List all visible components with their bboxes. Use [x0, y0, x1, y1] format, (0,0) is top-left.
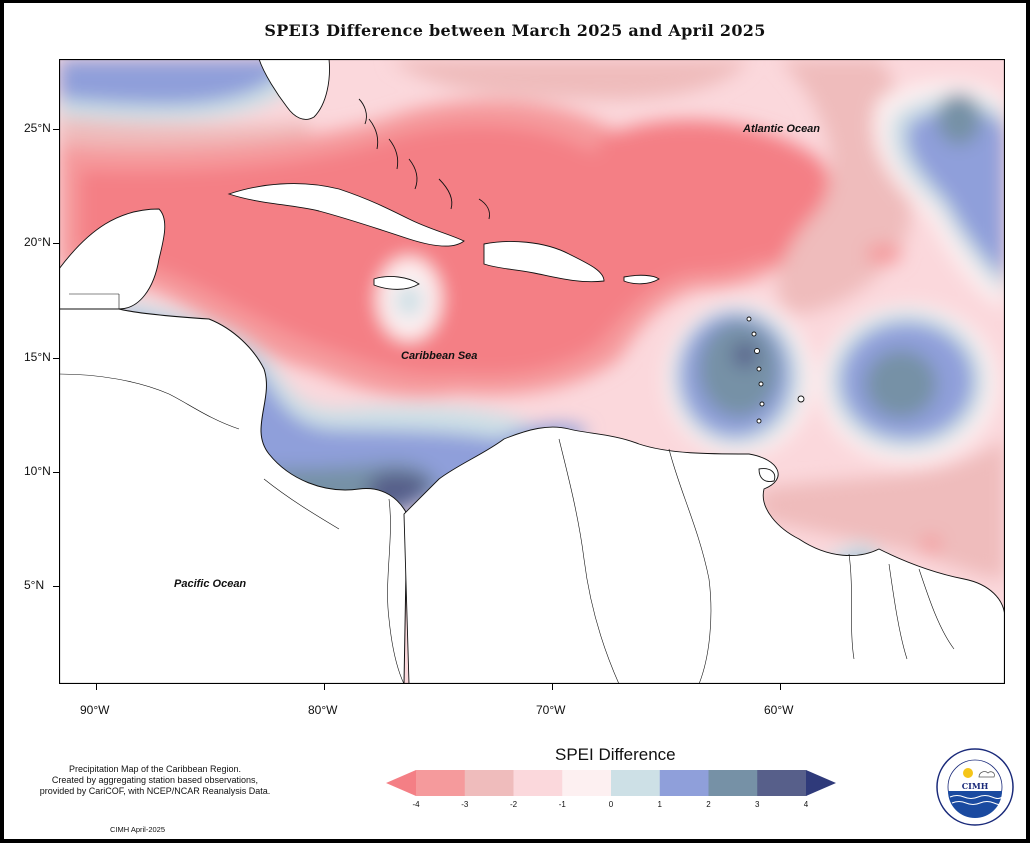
- legend-swatch: [513, 770, 563, 796]
- notes-line-2: Created by aggregating station based obs…: [51, 775, 259, 785]
- legend-swatch: [562, 770, 612, 796]
- map-notes: Precipitation Map of the Caribbean Regio…: [20, 764, 290, 797]
- notes-line-3: provided by CariCOF, with NCEP/NCAR Rean…: [39, 786, 271, 796]
- legend-arrow-high: [806, 770, 836, 796]
- legend-tick-label: -1: [558, 800, 566, 809]
- lat-tick-label: 10°N: [24, 463, 51, 478]
- caribbean-sea-label: Caribbean Sea: [401, 350, 478, 362]
- lon-tick-label: 60°W: [764, 703, 794, 717]
- legend-swatch: [611, 770, 661, 796]
- sun-icon: [963, 768, 973, 778]
- lon-tick-mark: [780, 684, 781, 690]
- legend-swatch: [416, 770, 466, 796]
- lat-tick-mark: [53, 586, 59, 587]
- lat-tick-mark: [53, 357, 59, 359]
- land-masses: [59, 59, 1005, 684]
- legend-swatch: [464, 770, 514, 796]
- legend-title: SPEI Difference: [555, 745, 676, 764]
- legend-tick-label: 1: [657, 800, 662, 809]
- credit-text: CIMH April-2025: [110, 825, 166, 834]
- legend-tick-label: 2: [706, 800, 711, 809]
- legend-tick-label: 0: [608, 800, 614, 809]
- legend-tick-label: -4: [412, 800, 420, 809]
- lon-tick-mark: [96, 684, 97, 690]
- legend-tick-label: 4: [803, 800, 809, 809]
- lon-tick-mark: [324, 684, 325, 690]
- spei-difference-map: [59, 59, 1005, 684]
- atlantic-ocean-label: Atlantic Ocean: [743, 123, 821, 135]
- legend-tick-label: -3: [461, 800, 469, 809]
- lon-tick-mark: [552, 684, 553, 690]
- lat-tick-label: 15°N: [24, 349, 51, 364]
- lat-tick-mark: [53, 243, 59, 245]
- legend-tick-label: -2: [509, 800, 518, 809]
- notes-line-1: Precipitation Map of the Caribbean Regio…: [68, 764, 242, 774]
- lon-tick-label: 80°W: [308, 703, 338, 717]
- legend-swatch: [659, 770, 709, 796]
- legend-arrow-low: [386, 770, 416, 796]
- spei-field: [59, 59, 1005, 667]
- legend-tick-label: 3: [755, 800, 760, 809]
- logo-text: CIMH: [962, 781, 989, 791]
- lat-tick-mark: [53, 471, 59, 473]
- lon-tick-label: 90°W: [80, 703, 110, 717]
- lat-tick-mark: [53, 129, 59, 130]
- lat-tick-label: 25°N: [24, 121, 51, 135]
- legend-colorbar: [386, 770, 836, 796]
- lat-tick-label: 20°N: [24, 235, 51, 250]
- map-title: SPEI3 Difference between March 2025 and …: [264, 21, 766, 40]
- lat-tick-label: 5°N: [24, 578, 45, 592]
- legend-swatch: [757, 770, 807, 796]
- lon-tick-label: 70°W: [536, 703, 566, 717]
- cloud-icon: [978, 771, 995, 778]
- map-border: [59, 59, 1005, 684]
- pacific-ocean-label: Pacific Ocean: [174, 578, 247, 590]
- legend-swatch: [708, 770, 758, 796]
- cimh-logo: CIMH: [936, 748, 1014, 826]
